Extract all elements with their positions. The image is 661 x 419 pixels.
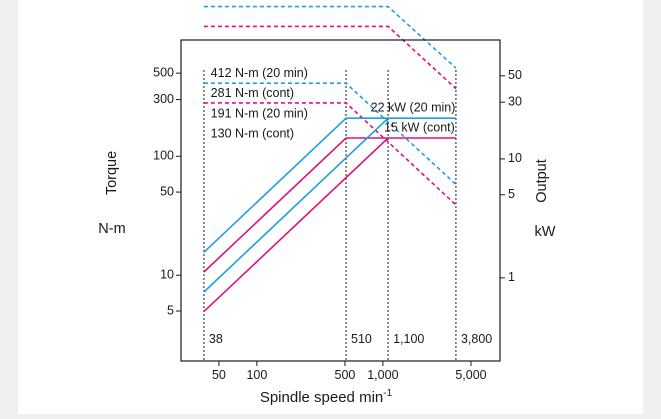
annotation-label: 191 N-m (20 min) bbox=[211, 106, 308, 120]
x-tick-label: 50 bbox=[212, 368, 226, 382]
x-axis-title-text: Spindle speed min bbox=[260, 389, 383, 406]
series-line-22-kw-20-min bbox=[203, 117, 456, 253]
y-left-axis-title: Torque bbox=[104, 151, 120, 195]
x-tick-label: 1,000 bbox=[367, 368, 398, 382]
series-line-15-kw-cont bbox=[203, 137, 456, 273]
x-tick-label: 500 bbox=[335, 368, 356, 382]
series-line-191-n-m-20-min bbox=[203, 5, 457, 69]
speed-marker-label: 1,100 bbox=[393, 332, 424, 346]
annotation-label: 281 N-m (cont) bbox=[211, 86, 294, 100]
annotation-label: 130 N-m (cont) bbox=[211, 126, 294, 140]
speed-marker-label: 510 bbox=[351, 332, 372, 346]
y-right-axis-unit: kW bbox=[535, 224, 556, 240]
series-line-130-n-m-cont bbox=[203, 25, 457, 90]
y-left-tick-label: 5 bbox=[167, 303, 174, 317]
y-right-tick-label: 30 bbox=[508, 94, 522, 108]
y-right-axis-title: Output bbox=[534, 159, 550, 203]
speed-marker-label: 38 bbox=[209, 332, 223, 346]
x-tick-label: 5,000 bbox=[455, 368, 486, 382]
series-line-derated-blue-6 bbox=[203, 117, 389, 293]
y-left-tick-label: 500 bbox=[153, 65, 174, 79]
series-line-281-n-m-cont bbox=[203, 102, 457, 206]
y-right-tick-label: 10 bbox=[508, 151, 522, 165]
annotation-label: 15 kW (cont) bbox=[384, 120, 455, 134]
chart-panel: 38 510 1,100 3,800 5 10 50 100 300 500 1 5 10 30 50 50 1… bbox=[18, 0, 643, 414]
y-left-tick-label: 10 bbox=[160, 268, 174, 282]
y-left-tick-label: 50 bbox=[160, 184, 174, 198]
series-line-derated-magenta-7 bbox=[203, 137, 389, 313]
series-line-412-n-m-20-min bbox=[203, 82, 457, 185]
annotation-label: 412 N-m (20 min) bbox=[211, 66, 308, 80]
x-tick-label: 100 bbox=[246, 368, 267, 382]
y-right-tick-label: 1 bbox=[508, 270, 515, 284]
y-left-axis-unit: N-m bbox=[98, 221, 125, 237]
y-left-tick-label: 300 bbox=[153, 92, 174, 106]
x-axis-title: Spindle speed min-1 bbox=[260, 388, 393, 406]
annotation-label: 22 kW (20 min) bbox=[371, 101, 456, 115]
y-left-tick-label: 100 bbox=[153, 149, 174, 163]
plot-frame bbox=[180, 39, 501, 362]
x-axis-unit-exponent: -1 bbox=[383, 388, 392, 399]
y-right-tick-label: 5 bbox=[508, 187, 515, 201]
speed-marker-label: 3,800 bbox=[461, 332, 492, 346]
y-right-tick-label: 50 bbox=[508, 68, 522, 82]
